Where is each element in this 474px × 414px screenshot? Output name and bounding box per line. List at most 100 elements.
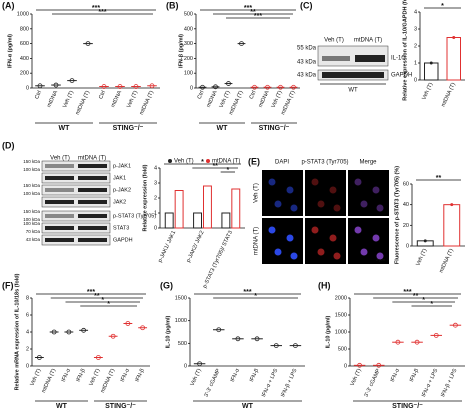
dot [149, 83, 155, 89]
sig-label: * [430, 301, 433, 308]
row-label: Veh (T) [254, 183, 260, 203]
channel-label: DAPI [275, 160, 289, 166]
cell [311, 178, 319, 186]
protein: JAK1 [113, 175, 126, 181]
cell [329, 234, 337, 242]
sig-label: *** [244, 5, 252, 12]
x-tick-label: mtDNA [46, 90, 59, 109]
y-tick-label: 4 [414, 9, 417, 15]
blot [41, 184, 111, 196]
marker: 150 kDa [23, 183, 40, 188]
sig-label: ** [94, 293, 100, 300]
sig-label: ** [413, 293, 419, 300]
dot [37, 83, 43, 89]
x-tick-label: mtDNA (T) [139, 90, 155, 116]
x-tick-label: IFN-β + LPS [440, 368, 458, 398]
panel-label: (C) [300, 0, 313, 10]
scale-bar: 2 μm [376, 257, 386, 262]
cell [333, 204, 341, 212]
band [78, 164, 107, 168]
group-label: WT [59, 125, 71, 132]
y-tick-label: 0 [26, 363, 29, 369]
cell [286, 234, 294, 242]
cell [317, 200, 325, 208]
x-tick-label: Veh (T) [62, 90, 75, 109]
blot [41, 160, 111, 172]
x-tick-label: IFN-β [249, 368, 260, 383]
cell [360, 248, 368, 256]
sig-label: ** [212, 163, 218, 170]
panel-label: (F) [2, 280, 14, 290]
bar [193, 212, 202, 229]
sig-label: *** [403, 289, 411, 296]
panel-label: (G) [160, 280, 173, 290]
y-tick-label: 0 [26, 85, 29, 91]
panel-label: (A) [2, 0, 15, 10]
band [45, 214, 74, 218]
y-tick-label: 400 [20, 56, 29, 62]
x-tick-label: Ctrl [249, 90, 258, 100]
dot [133, 84, 139, 89]
dot [51, 329, 57, 335]
bar [203, 185, 212, 229]
dot [117, 84, 123, 89]
dot [450, 203, 454, 207]
y-tick-label: 1500 [175, 295, 187, 301]
y-tick-label: 1 [414, 60, 417, 66]
x-tick-label: Veh (T) [421, 82, 434, 101]
y-tick-label: 200 [20, 71, 29, 77]
x-tick-label: Veh (T) [271, 90, 284, 109]
bar [443, 204, 461, 247]
sig-label: * [101, 297, 104, 304]
bar [221, 212, 231, 229]
y-tick-label: 500 [184, 11, 193, 17]
band [78, 238, 107, 242]
y-tick-label: 6 [26, 312, 29, 318]
images-e: DAPI p-STAT3 (Tyr705) Merge Veh (T) mtDNA (T… [254, 160, 389, 264]
group-label: WT [217, 125, 229, 132]
dot [200, 84, 205, 90]
group-label: STING⁻/⁻ [392, 403, 423, 410]
cell [360, 200, 368, 208]
legend-marker [206, 159, 210, 163]
blot [41, 210, 111, 222]
channel-label: p-STAT3 (Tyr705) [301, 160, 348, 166]
y-tick-label: 0 [184, 363, 187, 369]
x-tick-label: IFN-α + LPS [421, 368, 439, 399]
x-tick-label: p-STAT3 (Tyr705)/ STAT3 [202, 230, 234, 289]
cell [372, 186, 380, 194]
x-tick-label: IFN-α [120, 367, 132, 383]
y-tick-label: 1000 [175, 318, 187, 324]
x-tick-label: p-JAK2/ JAK2 [186, 230, 206, 264]
sig-label: * [422, 297, 425, 304]
genotype: WT [348, 88, 358, 94]
lane-label: Veh (T) [324, 38, 344, 44]
bar [174, 190, 184, 229]
x-tick-label: IFN-α [61, 367, 73, 383]
band [45, 200, 74, 204]
bar [164, 212, 174, 229]
dot [213, 84, 218, 90]
y-tick-label: 600 [20, 41, 29, 47]
y-tick-label: 2 [154, 195, 157, 201]
row-label: mtDNA (T) [254, 227, 260, 255]
sig-label: *** [98, 9, 106, 16]
y-tick-label: 8 [26, 295, 29, 301]
cell [290, 204, 298, 212]
y-axis-label: IFN-β (pg/ml) [178, 34, 184, 68]
x-tick-label: IFN-α + LPS [261, 368, 279, 399]
y-tick-label: 400 [184, 26, 193, 32]
protein: GAPDH [391, 73, 412, 79]
sig-label: ** [250, 9, 256, 16]
y-tick-label: 60 [403, 181, 409, 187]
y-tick-label: 0 [414, 77, 417, 83]
x-tick-label: Veh (T) [88, 368, 101, 387]
cell [317, 248, 325, 256]
x-tick-label: mtDNA (T) [100, 368, 116, 394]
protein: p-STAT3 (Tyr705) [113, 213, 156, 219]
y-tick-label: 40 [403, 202, 409, 208]
y-tick-label: 0 [154, 225, 157, 231]
legend-marker [168, 159, 172, 163]
cell [372, 234, 380, 242]
